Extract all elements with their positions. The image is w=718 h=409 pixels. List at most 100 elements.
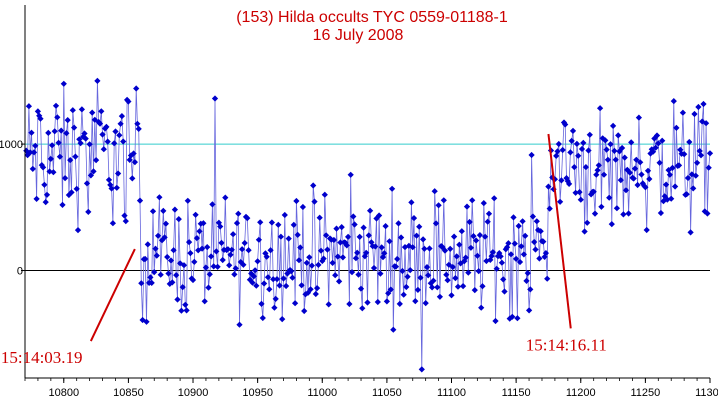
data-point [407,266,414,274]
data-point [108,185,115,192]
axes: 10800 10850 10900 10950 11000 11050 11100 11150… [0,5,718,399]
data-point [129,175,136,182]
data-point [332,272,339,279]
data-point [291,300,299,307]
data-point [259,314,266,322]
data-point [399,267,406,275]
data-point [507,251,515,258]
data-point [196,228,203,235]
x-tick-label: 11150 [502,387,531,399]
data-point [133,85,140,92]
data-point [149,208,157,215]
data-point [474,252,481,259]
data-point [270,276,277,283]
data-point [185,238,193,246]
data-point [32,142,39,149]
data-point [303,259,310,267]
data-point [160,207,167,215]
data-point [449,263,456,271]
data-point [523,277,530,285]
data-point [348,268,356,276]
data-point [198,245,206,252]
data-point [68,189,75,196]
data-point [59,201,66,209]
data-point [527,286,534,293]
data-point [86,141,93,148]
data-point [99,131,106,138]
data-point [492,317,499,325]
x-tick-label: 10900 [178,387,209,399]
data-point [394,255,401,263]
data-point [465,269,472,276]
data-point [207,253,215,260]
data-point [63,130,70,137]
data-point [285,235,292,242]
data-point [463,203,471,210]
x-tick-label: 11100 [437,387,466,399]
data-point [459,282,467,290]
data-point [264,274,272,281]
data-point [403,283,410,291]
data-point [444,277,451,284]
data-point [425,272,432,279]
data-point [184,197,191,204]
data-point [434,284,441,291]
data-point [122,217,129,225]
data-point [339,254,347,261]
data-point [64,116,71,124]
data-point [298,282,305,289]
data-point [241,239,248,247]
data-point [43,191,51,198]
series-line [25,80,711,370]
data-point [100,146,107,153]
data-point [69,107,76,114]
data-point [450,233,458,240]
data-point [263,253,270,260]
data-point [382,222,389,230]
data-point [83,180,91,187]
annotations: 15:14:03.19 15:14:16.11 [1,133,607,367]
data-point [51,128,58,135]
data-point [45,129,52,137]
data-point [387,286,394,293]
data-point [493,265,500,272]
data-point [364,299,371,306]
data-point [475,267,482,275]
data-point [374,298,381,306]
data-point [436,293,444,300]
data-point [162,220,170,227]
data-point [333,225,340,232]
data-point [410,214,418,222]
data-point [520,251,528,258]
data-point [596,105,604,112]
data-point [448,292,455,299]
x-tick-label: 10950 [242,387,273,399]
data-point [164,253,171,261]
x-tick-label: 11200 [566,387,596,399]
data-point [478,304,485,311]
data-point [235,210,242,217]
annotation-leader [89,248,136,342]
data-point [418,366,425,373]
data-point [417,274,424,281]
data-point [370,264,378,272]
data-point [103,123,110,131]
data-point [48,142,56,149]
data-point [70,124,78,131]
data-point [377,270,384,277]
data-point [98,108,105,115]
data-point [489,248,497,256]
data-point [462,254,469,261]
data-point [479,283,486,290]
chart-subtitle: 16 July 2008 [313,27,404,44]
data-point [224,246,232,253]
data-point [311,198,318,205]
data-point [90,168,97,175]
data-point [702,120,710,127]
data-point [452,274,459,282]
data-point [135,125,142,133]
data-point [390,326,397,333]
data-point [315,261,322,269]
data-point [29,165,36,173]
data-point [392,263,400,270]
